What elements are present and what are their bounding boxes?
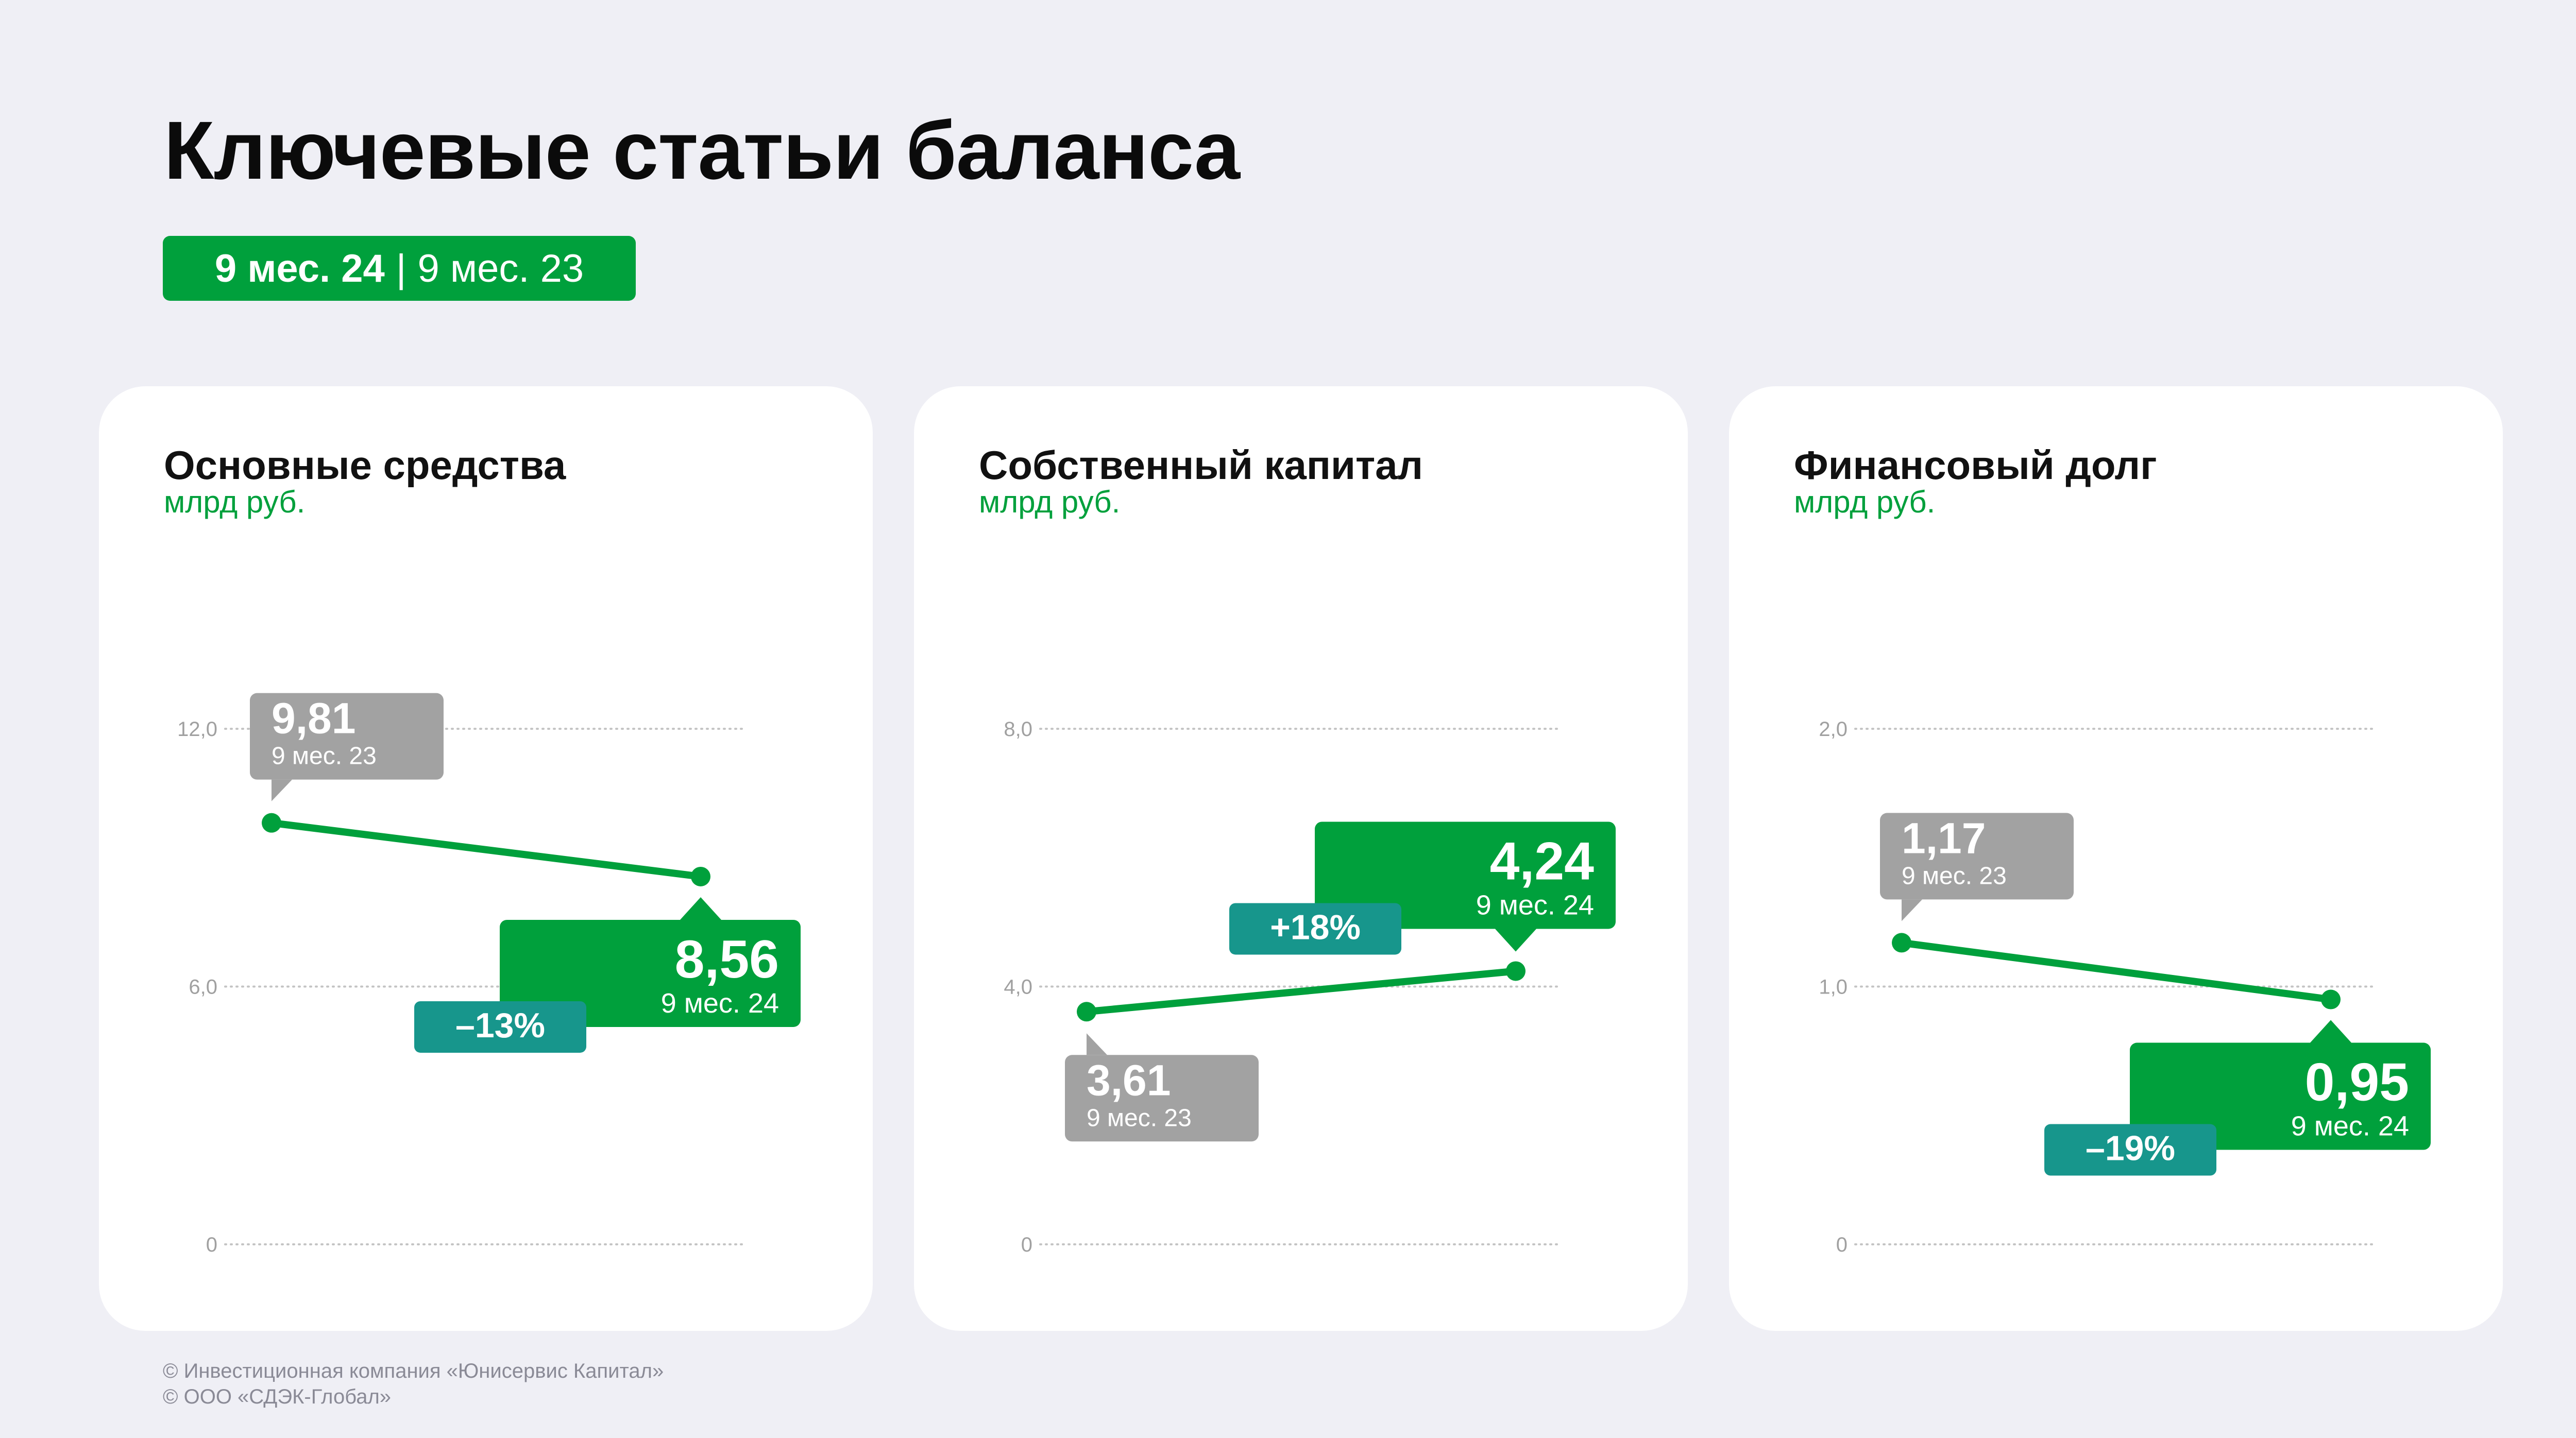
legend-separator: | xyxy=(396,246,406,290)
chart-unit: млрд руб. xyxy=(164,485,306,519)
legend-current-period: 9 мес. 24 xyxy=(214,246,385,290)
data-point xyxy=(1077,1002,1096,1022)
y-tick-label: 0 xyxy=(206,1234,217,1256)
period-label-current: 9 мес. 24 xyxy=(2291,1111,2409,1142)
chart-unit: млрд руб. xyxy=(979,485,1121,519)
chart-unit: млрд руб. xyxy=(1794,485,1936,519)
change-badge-label: –13% xyxy=(455,1006,545,1045)
value-label-previous: 1,17 xyxy=(1902,814,1986,862)
period-label-previous: 9 мес. 23 xyxy=(1087,1104,1192,1132)
series-line xyxy=(1083,967,1519,1016)
value-label-current: 0,95 xyxy=(2305,1053,2409,1112)
callout-previous xyxy=(1880,813,2074,900)
chart-financial-debt: 0 1,0 2,0 1,179 мес. 23 0,959 мес. 24 –19% xyxy=(1819,718,2431,1256)
y-tick-label: 8,0 xyxy=(1004,718,1032,741)
chart-title: Собственный капитал xyxy=(979,442,1423,488)
series-line xyxy=(1898,939,2334,1003)
period-label-previous: 9 мес. 23 xyxy=(1902,862,2007,889)
data-point xyxy=(1506,961,1526,981)
y-tick-label: 0 xyxy=(1021,1234,1032,1256)
callout-current xyxy=(2130,1042,2431,1150)
y-tick-label: 12,0 xyxy=(177,718,217,741)
value-label-previous: 9,81 xyxy=(272,694,356,743)
chart-card-equity: Собственный капитал млрд руб. 0 4,0 8,0 3,6… xyxy=(914,386,1688,1331)
callout-current xyxy=(1315,821,1616,929)
chart-title: Финансовый долг xyxy=(1794,442,2157,488)
callout-previous xyxy=(1065,1055,1259,1142)
footer-copyright-2: © ООО «СДЭК-Глобал» xyxy=(163,1385,392,1408)
series-line xyxy=(268,819,704,880)
data-point xyxy=(1892,933,1911,953)
callout-previous xyxy=(250,693,444,780)
callout-pointer xyxy=(1495,929,1536,952)
callout-pointer xyxy=(1087,1033,1107,1055)
y-tick-label: 0 xyxy=(1836,1234,1848,1256)
chart-card-financial-debt: Финансовый долг млрд руб. 0 1,0 2,0 1,17 9 м… xyxy=(1729,386,2503,1331)
value-label-previous: 3,61 xyxy=(1087,1056,1171,1104)
chart-equity: 0 4,0 8,0 3,619 мес. 23 4,249 мес. 24 +18% xyxy=(1004,718,1616,1256)
page-title: Ключевые статьи баланса xyxy=(164,104,1240,196)
data-point xyxy=(262,813,281,833)
chart-card-fixed-assets: Основные средства млрд руб. 0 6,0 12,0 9,81… xyxy=(99,386,873,1331)
y-tick-label: 1,0 xyxy=(1819,976,1848,999)
period-label-current: 9 мес. 24 xyxy=(661,988,779,1019)
chart-title: Основные средства xyxy=(164,442,566,488)
callout-current xyxy=(500,919,801,1027)
value-label-current: 8,56 xyxy=(675,930,779,989)
callout-pointer xyxy=(1902,899,1922,921)
change-badge xyxy=(2044,1124,2216,1176)
callout-pointer xyxy=(272,779,292,801)
y-tick-label: 6,0 xyxy=(189,976,217,999)
change-badge xyxy=(1229,903,1401,955)
data-point xyxy=(2321,989,2341,1009)
callout-pointer xyxy=(680,897,721,920)
period-legend: 9 мес. 24 | 9 мес. 23 xyxy=(163,236,636,301)
value-label-current: 4,24 xyxy=(1490,831,1595,891)
period-label-previous: 9 мес. 23 xyxy=(272,743,377,770)
change-badge-label: –19% xyxy=(2086,1129,2175,1168)
y-tick-label: 4,0 xyxy=(1004,976,1032,999)
callout-pointer xyxy=(2310,1020,2351,1043)
change-badge xyxy=(414,1001,586,1053)
footer-copyright-1: © Инвестиционная компания «Юнисервис Кап… xyxy=(163,1360,664,1382)
legend-previous-period: 9 мес. 23 xyxy=(417,246,584,290)
change-badge-label: +18% xyxy=(1270,908,1361,947)
data-point xyxy=(691,866,710,886)
y-tick-label: 2,0 xyxy=(1819,718,1848,741)
period-label-current: 9 мес. 24 xyxy=(1476,889,1594,920)
chart-fixed-assets: 0 6,0 12,0 9,819 мес. 23 8,569 мес. 24 –13% xyxy=(177,693,801,1256)
